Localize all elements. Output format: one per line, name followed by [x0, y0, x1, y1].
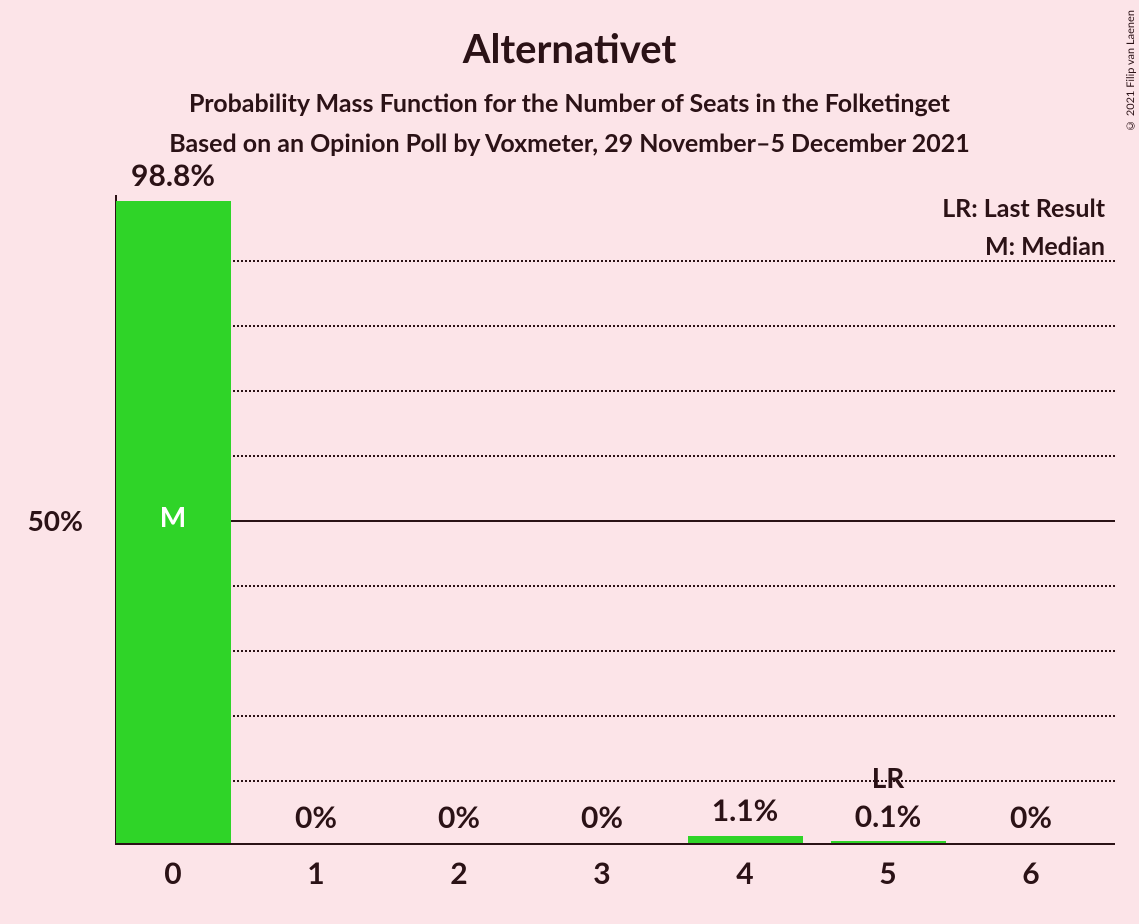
gridline-major — [117, 520, 1115, 522]
median-marker: M — [160, 499, 186, 533]
x-tick-label: 4 — [736, 855, 753, 891]
chart-subtitle-1: Probability Mass Function for the Number… — [0, 88, 1139, 118]
bar-value-label: 98.8% — [131, 157, 215, 193]
gridline-minor — [117, 260, 1115, 262]
gridline-minor — [117, 325, 1115, 327]
bar-value-label: 0.1% — [855, 798, 922, 834]
x-tick-label: 1 — [307, 855, 324, 891]
x-tick-label: 2 — [450, 855, 467, 891]
bar-value-label: 1.1% — [712, 792, 779, 828]
x-axis — [115, 843, 1115, 845]
gridline-minor — [117, 390, 1115, 392]
chart-legend: LR: Last Result M: Median — [942, 193, 1105, 269]
chart-subtitle-2: Based on an Opinion Poll by Voxmeter, 29… — [0, 128, 1139, 158]
gridline-minor — [117, 650, 1115, 652]
copyright-text: © 2021 Filip van Laenen — [1124, 10, 1137, 132]
x-tick-label: 0 — [164, 855, 181, 891]
last-result-marker: LR — [872, 760, 905, 794]
chart-title: Alternativet — [0, 0, 1139, 72]
bar-value-label: 0% — [295, 799, 337, 835]
legend-lr: LR: Last Result — [942, 193, 1105, 223]
bar-value-label: 0% — [1010, 799, 1052, 835]
x-tick-label: 6 — [1022, 855, 1039, 891]
bar-value-label: 0% — [438, 799, 480, 835]
gridline-minor — [117, 780, 1115, 782]
y-tick-label: 50% — [28, 503, 83, 537]
chart-bar — [688, 836, 803, 843]
gridline-minor — [117, 585, 1115, 587]
x-tick-label: 5 — [879, 855, 896, 891]
bar-value-label: 0% — [581, 799, 623, 835]
chart-plot-area: LR: Last Result M: Median 50% 98.8%M0%0%… — [115, 195, 1115, 845]
gridline-minor — [117, 715, 1115, 717]
gridline-minor — [117, 455, 1115, 457]
chart-bar — [831, 841, 946, 843]
x-tick-label: 3 — [593, 855, 610, 891]
legend-m: M: Median — [942, 231, 1105, 261]
